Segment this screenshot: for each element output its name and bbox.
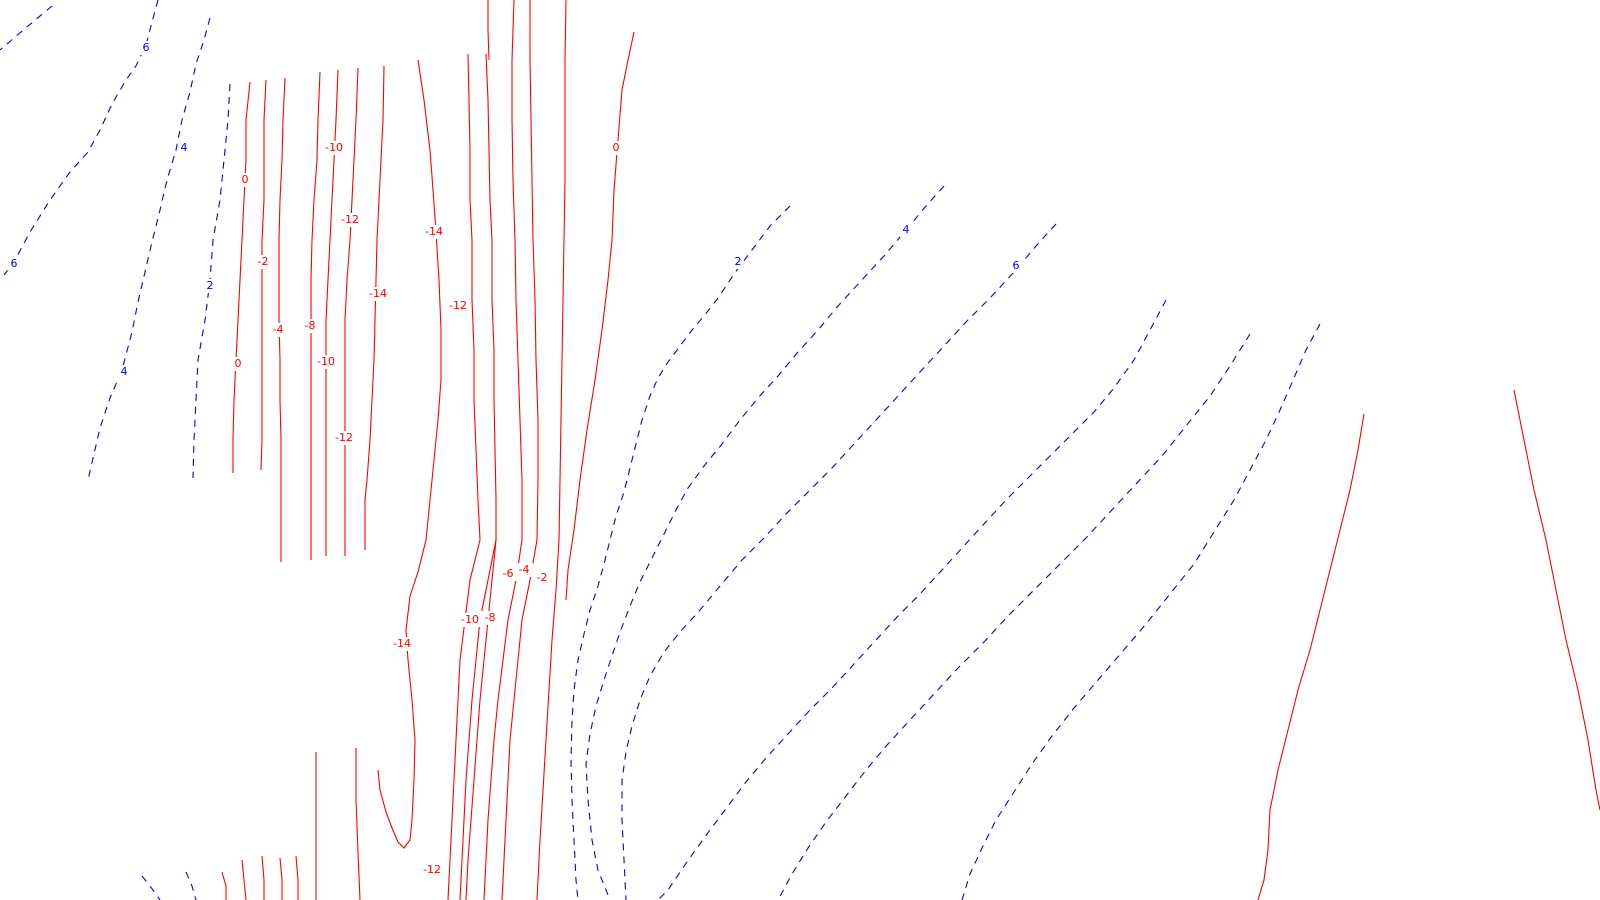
contour-label-neg12: -12 xyxy=(341,213,359,226)
contour-label-neg10: -10 xyxy=(461,613,479,626)
contour-label-neg10: -10 xyxy=(325,141,343,154)
contour-line-pos6-34 xyxy=(961,323,1321,900)
contour-line-pos4-17 xyxy=(141,875,161,900)
contour-label-neg8: -8 xyxy=(485,611,496,624)
contour-label-pos4: 4 xyxy=(181,141,188,154)
contour-label-pos4: 4 xyxy=(121,365,128,378)
contour-label-neg12: -12 xyxy=(449,299,467,312)
contour-label-bg xyxy=(117,365,131,379)
contour-line-neg14-20 xyxy=(377,59,442,849)
contour-line-pos2-29 xyxy=(570,205,791,900)
contour-label-neg8: -8 xyxy=(305,319,316,332)
contour-label-bg xyxy=(203,279,217,293)
contour-label-bg xyxy=(177,141,191,155)
contour-line-neg8-24 xyxy=(465,539,497,900)
contour-line-pos4-30 xyxy=(585,185,945,900)
contour-label-bg xyxy=(532,571,552,585)
contour-line-neg10-8 xyxy=(325,69,339,556)
contour-label-bg xyxy=(313,355,339,369)
contour-label-pos2: 2 xyxy=(207,279,214,292)
contour-label-neg14: -14 xyxy=(369,287,387,300)
contour-label-neg2: -2 xyxy=(537,571,548,584)
contour-line-pos6-31 xyxy=(621,223,1057,900)
contour-line-neg12-9 xyxy=(344,67,359,556)
contour-label-pos2: 2 xyxy=(735,255,742,268)
contour-label-neg12: -12 xyxy=(335,431,353,444)
contour-label-neg10: -10 xyxy=(317,355,335,368)
contour-line-zero-16 xyxy=(241,859,247,900)
contour-label-bg xyxy=(609,141,623,155)
contour-label-pos4: 4 xyxy=(903,223,910,236)
contour-line-neg2-27 xyxy=(536,0,567,900)
contour-label-neg4: -4 xyxy=(519,563,530,576)
contour-label-neg6: -6 xyxy=(503,567,514,580)
contour-label-bg xyxy=(419,863,445,877)
contour-label-zero: 0 xyxy=(235,357,242,370)
contour-line-pos6-0 xyxy=(0,5,53,51)
contour-label-bg xyxy=(300,319,320,333)
contour-label-bg xyxy=(238,173,252,187)
contour-line-pos4-2 xyxy=(87,17,211,481)
contour-label-bg xyxy=(253,255,273,269)
contour-label-bg xyxy=(365,287,391,301)
contour-label-bg xyxy=(445,299,471,313)
contour-line-neg4-13 xyxy=(295,855,299,900)
contour-line-zero-15 xyxy=(261,855,265,900)
contour-line-neg2-5 xyxy=(260,79,267,471)
contour-label-pos6: 6 xyxy=(143,41,150,54)
contour-label-bg xyxy=(139,41,153,55)
contour-label-bg xyxy=(899,223,913,237)
contour-line-neg8-23 xyxy=(487,0,490,61)
contour-label-bg xyxy=(731,255,745,269)
contour-line-neg14-10 xyxy=(364,65,385,550)
contour-line-neg4-6 xyxy=(278,77,286,562)
contour-label-neg4: -4 xyxy=(273,323,284,336)
contour-line-pos4-33 xyxy=(777,333,1251,900)
contour-line-pos6-1 xyxy=(3,0,159,276)
contour-label-neg12: -12 xyxy=(423,863,441,876)
contour-line-neg10-22 xyxy=(459,53,497,900)
contour-label-bg xyxy=(321,141,347,155)
contour-label-bg xyxy=(268,323,288,337)
contour-line-pos2-32 xyxy=(657,299,1167,900)
contour-label-bg xyxy=(498,567,518,581)
contour-line-zero-28 xyxy=(565,31,635,601)
contour-label-pos6: 6 xyxy=(11,257,18,270)
contour-label-bg xyxy=(514,563,534,577)
contour-line-zero-4 xyxy=(232,81,251,473)
contour-line-neg8-7 xyxy=(310,71,321,560)
contour-line-neg4-26 xyxy=(501,0,539,900)
contour-label-bg xyxy=(331,431,357,445)
contour-line-neg6-25 xyxy=(483,0,523,900)
contour-label-bg xyxy=(337,213,363,227)
contour-label-bg xyxy=(1009,259,1023,273)
contour-line-zero-35 xyxy=(1257,413,1365,900)
contour-label-bg xyxy=(389,637,415,651)
contour-label-bg xyxy=(480,611,500,625)
contour-label-zero: 0 xyxy=(613,141,620,154)
contour-label-zero: 0 xyxy=(242,173,249,186)
contour-line-neg12-12 xyxy=(355,748,361,900)
contour-label-neg14: -14 xyxy=(425,225,443,238)
contour-label-bg xyxy=(231,357,245,371)
contour-label-neg14: -14 xyxy=(393,637,411,650)
contour-label-bg xyxy=(457,613,483,627)
contour-label-pos6: 6 xyxy=(1013,259,1020,272)
contour-line-neg2-14 xyxy=(279,857,283,900)
contour-label-bg xyxy=(421,225,447,239)
contour-label-bg xyxy=(7,257,21,271)
contour-line-pos2-18 xyxy=(185,871,197,900)
contour-line-zero-19 xyxy=(221,871,227,900)
contour-label-neg2: -2 xyxy=(258,255,269,268)
contour-line-neg12-21 xyxy=(447,53,481,900)
contour-line-zero-36 xyxy=(1513,389,1600,811)
